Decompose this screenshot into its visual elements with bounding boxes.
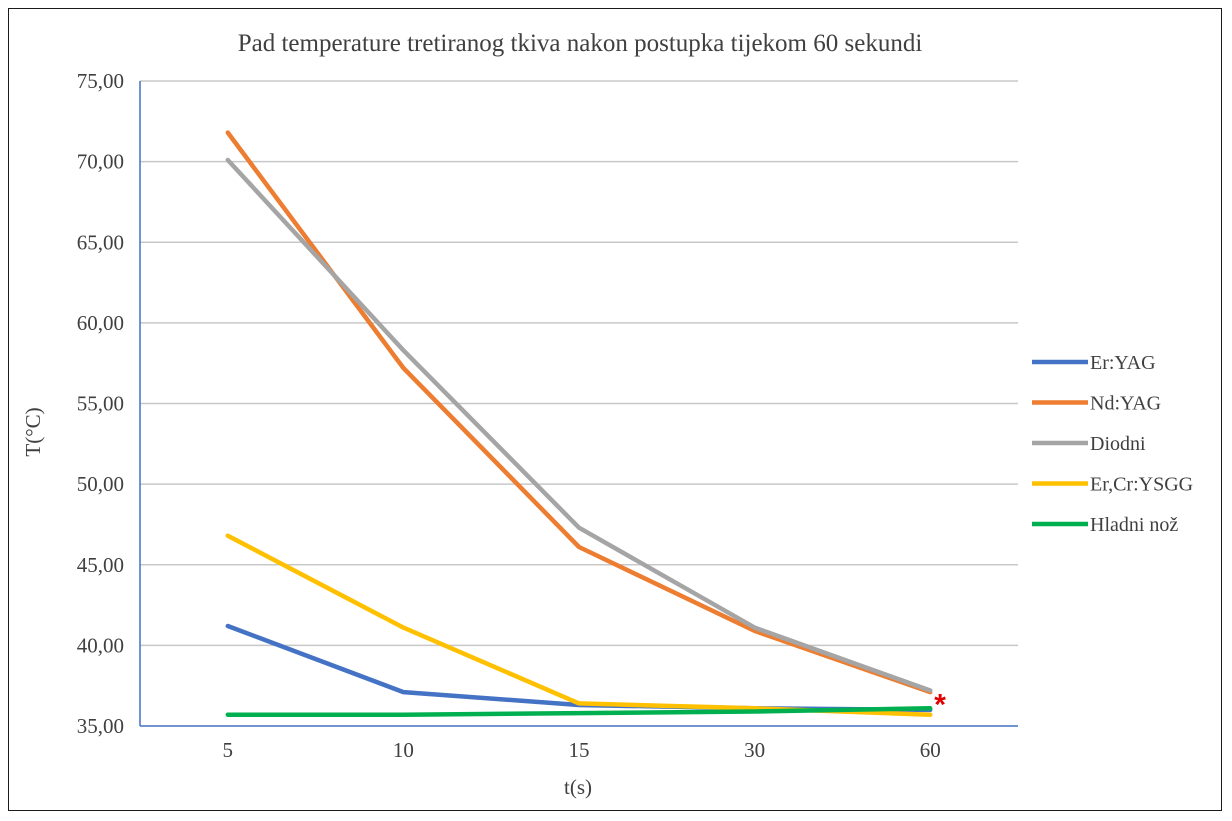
y-tick-label: 60,00 [77,311,124,335]
series-line-diodni [225,157,933,693]
y-axis-label: T(°C) [21,407,45,456]
chart-frame [8,8,1222,811]
x-tick-label: 15 [569,738,590,762]
x-tick-label: 30 [744,738,765,762]
legend-label: Er,Cr:YSGG [1090,474,1193,496]
chart-title: Pad temperature tretiranog tkiva nakon p… [238,30,923,57]
series-lines [225,130,933,717]
series-line-er-cr-ysgg [225,533,933,717]
y-tick-label: 70,00 [77,150,124,174]
legend-label: Er:YAG [1090,352,1156,374]
x-tick-labels: 5 10 15 30 60 [223,738,941,762]
legend-label: Nd:YAG [1090,393,1161,415]
y-tick-label: 55,00 [77,392,124,416]
legend-label: Diodni [1090,433,1146,455]
y-tick-label: 65,00 [77,230,124,254]
series-line-hladni-no- [225,706,933,717]
significance-asterisk: * [934,689,946,722]
y-tick-label: 50,00 [77,472,124,496]
x-tick-label: 60 [920,738,941,762]
x-tick-label: 5 [223,738,234,762]
x-axis-label: t(s) [564,775,592,799]
y-tick-labels: 35,00 40,00 45,00 50,00 55,00 60,00 65,00 70,00… [77,69,124,738]
x-tick-label: 10 [393,738,414,762]
series-line-nd-yag [225,130,933,695]
series-line-er-yag [225,623,933,713]
y-tick-label: 35,00 [77,714,124,738]
y-tick-label: 75,00 [77,69,124,93]
legend-label: Hladni nož [1090,514,1178,536]
y-tick-label: 40,00 [77,633,124,657]
legend: Er:YAG Nd:YAG Diodni Er,Cr:YSGG Hladni nož [1032,352,1193,536]
y-tick-label: 45,00 [77,553,124,577]
